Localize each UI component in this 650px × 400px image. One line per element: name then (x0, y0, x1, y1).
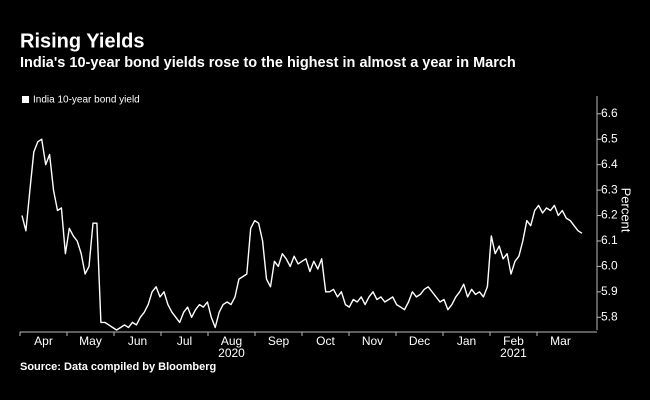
x-tick-label: Sep (268, 334, 290, 348)
y-tick-label: 5.8 (601, 309, 618, 323)
x-year-label: 2021 (500, 346, 527, 360)
x-year-label: 2020 (218, 346, 245, 360)
y-tick-label: 6.0 (601, 259, 618, 273)
chart-subtitle: India's 10-year bond yields rose to the … (20, 55, 516, 71)
source-note: Source: Data compiled by Bloomberg (20, 361, 216, 373)
x-tick-label: May (79, 334, 102, 348)
y-tick-label: 6.3 (601, 182, 618, 196)
y-tick-label: 6.4 (601, 157, 618, 171)
x-tick-label: Mar (550, 334, 571, 348)
y-tick-label: 5.9 (601, 284, 618, 298)
y-tick-label: 6.2 (601, 208, 618, 222)
x-tick-label: Feb (503, 334, 524, 348)
data-line (21, 138, 583, 331)
x-tick-label: Dec (409, 334, 430, 348)
legend-swatch (22, 96, 29, 103)
x-tick-label: Jun (128, 334, 147, 348)
y-axis-label: Percent (619, 188, 634, 233)
x-tick-label: Jan (457, 334, 476, 348)
x-tick-label: Apr (34, 334, 53, 348)
y-tick-label: 6.6 (601, 106, 618, 120)
x-tick-label: Nov (362, 334, 383, 348)
x-tick-label: Oct (316, 334, 335, 348)
x-tick-label: Jul (177, 334, 192, 348)
y-tick-label: 6.5 (601, 131, 618, 145)
x-tick-label: Aug (221, 334, 242, 348)
chart-title: Rising Yields (20, 30, 144, 52)
legend-label: India 10-year bond yield (33, 95, 140, 106)
y-tick-label: 6.1 (601, 233, 618, 247)
